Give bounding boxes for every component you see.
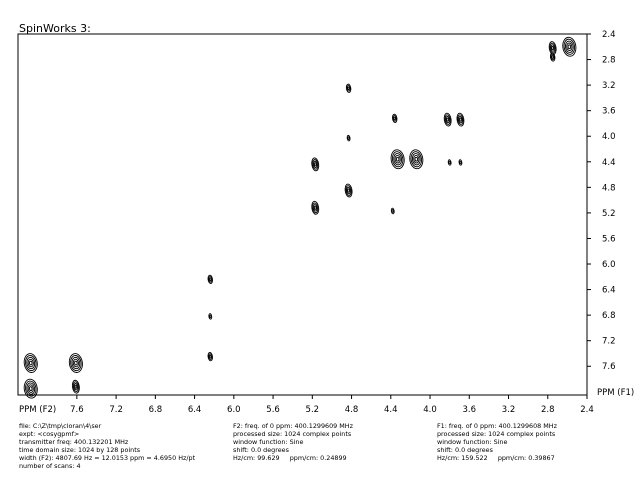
y-tick-label: 5.6 bbox=[602, 234, 616, 244]
contour-peak bbox=[392, 113, 398, 123]
info-line: window function: Sine bbox=[437, 438, 508, 447]
info-line: Hz/cm: 159.522 ppm/cm: 0.39867 bbox=[437, 454, 555, 463]
x-axis-ticks: 7.6 7.2 6.8 6.4 6.0 5.6 5.2 4.8 4.4 4.0 3.6 3.2 2.8 2… bbox=[70, 395, 594, 415]
y-axis-ticks: 2.4 2.8 3.2 3.6 4.0 4.4 4.8 5.2 5.6 6.0 6.4 6.8 7.2 7… bbox=[587, 30, 616, 372]
x-tick-label: 2.4 bbox=[580, 405, 594, 415]
plot-frame bbox=[17, 33, 588, 396]
info-line: F2: freq. of 0 ppm: 400.1299609 MHz bbox=[233, 422, 353, 430]
window-title: SpinWorks 3: bbox=[19, 22, 91, 35]
x-tick-label: 4.8 bbox=[345, 405, 359, 415]
contour-peak bbox=[456, 112, 465, 127]
y-tick-label: 6.4 bbox=[602, 286, 616, 296]
y-tick-label: 4.0 bbox=[602, 132, 616, 142]
x-tick-label: 4.4 bbox=[384, 405, 398, 415]
contour-peak bbox=[390, 207, 395, 215]
info-line: window function: Sine bbox=[233, 438, 304, 447]
contour-peak bbox=[207, 274, 213, 284]
y-axis-title: PPM (F1) bbox=[597, 388, 634, 398]
y-tick-label: 4.4 bbox=[602, 158, 616, 168]
info-line: time domain size: 1024 by 128 points bbox=[19, 446, 141, 455]
contour-peak bbox=[562, 36, 577, 57]
info-column-3: F1: freq. of 0 ppm: 400.1299608 MHz proce… bbox=[437, 422, 557, 462]
contour-peak bbox=[208, 313, 213, 320]
x-tick-label: 7.2 bbox=[109, 405, 123, 415]
y-tick-label: 5.2 bbox=[602, 209, 616, 219]
info-line: F1: freq. of 0 ppm: 400.1299608 MHz bbox=[437, 422, 557, 430]
y-tick-label: 7.2 bbox=[602, 337, 616, 347]
info-line: number of scans: 4 bbox=[19, 462, 81, 471]
info-line: file: C:\Z\tmp\cloran\4\ser bbox=[19, 422, 102, 430]
contour-peak bbox=[443, 112, 452, 127]
x-tick-label: 6.8 bbox=[149, 405, 163, 415]
contour-peak bbox=[23, 378, 38, 399]
x-tick-label: 5.6 bbox=[266, 405, 280, 415]
contour-peak bbox=[207, 352, 213, 362]
info-line: width (F2): 4807.69 Hz = 12.0153 ppm = 4… bbox=[19, 454, 196, 463]
info-line: processed size: 1024 complex points bbox=[233, 430, 352, 439]
y-tick-label: 2.4 bbox=[602, 30, 616, 40]
contour-peak bbox=[346, 134, 351, 142]
info-line: shift: 0.0 degrees bbox=[233, 446, 289, 455]
y-tick-label: 3.6 bbox=[602, 107, 616, 117]
contour-peak bbox=[447, 159, 452, 166]
x-tick-label: 3.6 bbox=[463, 405, 477, 415]
x-tick-label: 5.2 bbox=[306, 405, 320, 415]
info-column-1: file: C:\Z\tmp\cloran\4\ser expt: <cosygp… bbox=[19, 422, 195, 471]
contour-peak bbox=[345, 83, 352, 93]
y-tick-label: 6.8 bbox=[602, 311, 616, 321]
y-tick-label: 4.8 bbox=[602, 183, 616, 193]
info-line: processed size: 1024 complex points bbox=[437, 430, 556, 439]
contour-peak bbox=[311, 200, 320, 215]
contour-peak bbox=[390, 149, 405, 170]
info-line: Hz/cm: 99.629 ppm/cm: 0.24899 bbox=[233, 454, 347, 463]
info-line: expt: <cosygpmf> bbox=[19, 430, 80, 439]
contour-peak bbox=[458, 159, 463, 166]
x-tick-label: 2.8 bbox=[541, 405, 555, 415]
x-tick-label: 7.6 bbox=[70, 405, 84, 415]
contour-peak bbox=[23, 353, 38, 373]
info-column-2: F2: freq. of 0 ppm: 400.1299609 MHz proce… bbox=[233, 422, 353, 462]
info-line: transmitter freq: 400.132201 MHz bbox=[19, 438, 129, 447]
contour-peak bbox=[344, 183, 353, 198]
y-tick-label: 2.8 bbox=[602, 56, 616, 66]
x-tick-label: 4.0 bbox=[423, 405, 437, 415]
contour-peak bbox=[68, 353, 83, 373]
contour-peak bbox=[409, 149, 424, 170]
x-tick-label: 6.4 bbox=[188, 405, 202, 415]
contour-peak bbox=[71, 379, 80, 394]
contour-peak bbox=[549, 52, 556, 62]
peaks-layer bbox=[23, 36, 577, 399]
contour-peak bbox=[311, 157, 320, 172]
y-tick-label: 3.2 bbox=[602, 81, 616, 91]
info-line: shift: 0.0 degrees bbox=[437, 446, 493, 455]
y-tick-label: 6.0 bbox=[602, 260, 616, 270]
cosy-contour-plot[interactable]: 7.6 7.2 6.8 6.4 6.0 5.6 5.2 4.8 4.4 4.0 3.6 3.2 2.8 2… bbox=[0, 0, 640, 420]
x-tick-label: 3.2 bbox=[502, 405, 516, 415]
x-axis-title: PPM (F2) bbox=[19, 405, 56, 415]
y-tick-label: 7.6 bbox=[602, 362, 616, 372]
x-tick-label: 6.0 bbox=[227, 405, 241, 415]
